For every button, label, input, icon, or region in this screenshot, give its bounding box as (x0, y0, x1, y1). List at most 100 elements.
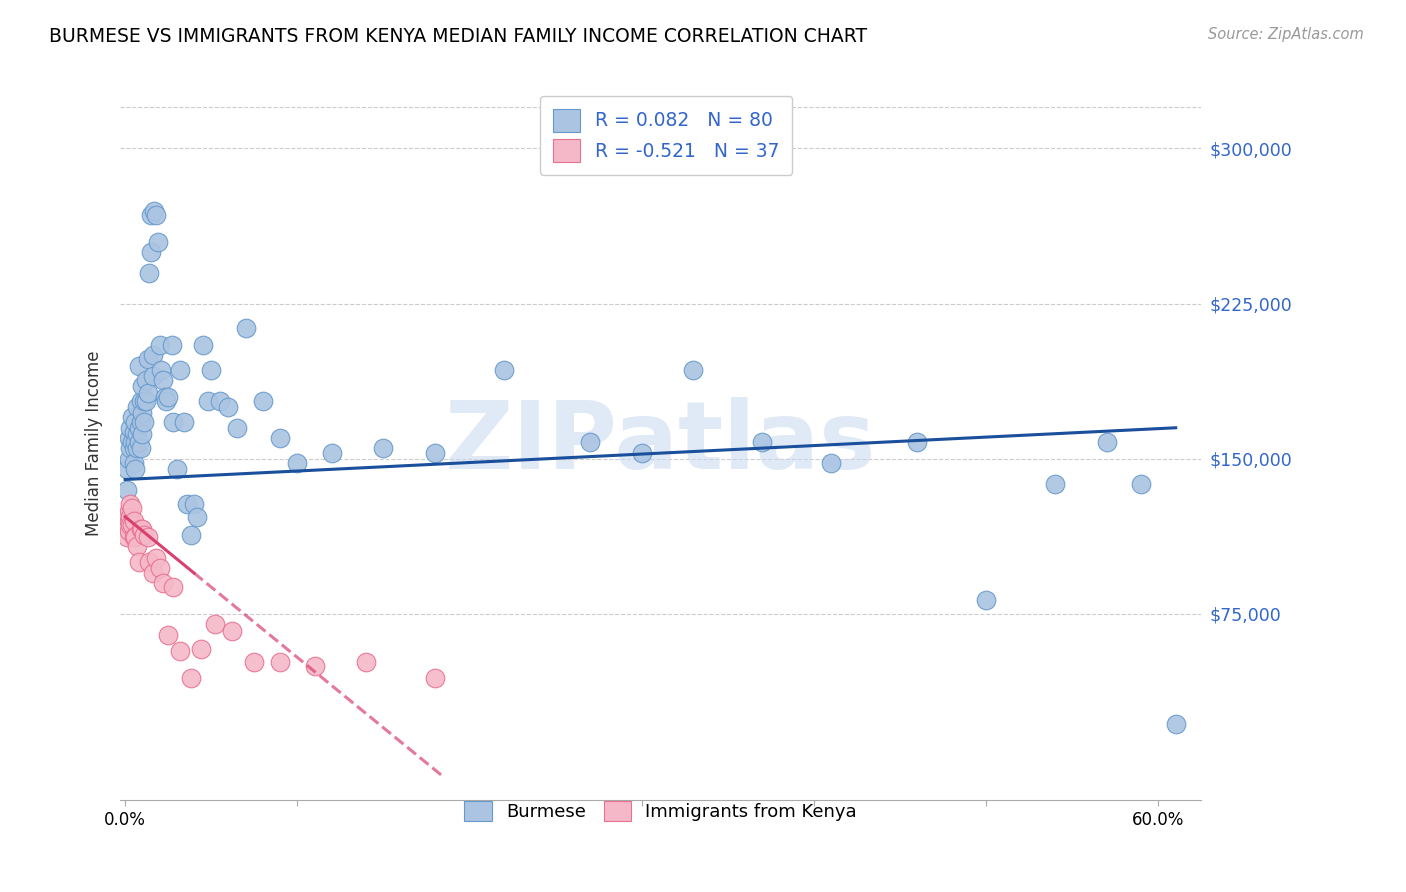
Point (127, 539, 149, 553)
Point (162, 415, 184, 429)
Point (117, 524, 139, 539)
Point (176, 497, 198, 511)
Point (252, 393, 274, 408)
Point (142, 369, 165, 384)
Point (117, 451, 139, 466)
Point (124, 531, 146, 545)
Point (139, 244, 162, 259)
Point (132, 415, 155, 429)
Point (115, 462, 138, 476)
Point (143, 203, 166, 218)
Point (221, 624, 243, 638)
Point (160, 338, 183, 352)
Point (142, 348, 165, 362)
Point (136, 531, 159, 545)
Point (128, 555, 150, 569)
Point (1164, 716, 1187, 731)
Point (120, 518, 142, 533)
Point (132, 528, 155, 542)
Text: BURMESE VS IMMIGRANTS FROM KENYA MEDIAN FAMILY INCOME CORRELATION CHART: BURMESE VS IMMIGRANTS FROM KENYA MEDIAN … (49, 27, 868, 45)
Point (127, 400, 149, 414)
Point (117, 503, 139, 517)
Point (200, 363, 222, 377)
Point (115, 509, 138, 524)
Point (208, 393, 231, 408)
Point (120, 509, 142, 524)
Point (129, 442, 152, 456)
Point (423, 671, 446, 685)
Point (136, 352, 159, 367)
Point (120, 442, 142, 456)
Point (166, 462, 188, 476)
Point (122, 442, 145, 456)
Point (115, 518, 138, 533)
Point (142, 566, 165, 580)
Point (191, 338, 214, 352)
Point (117, 514, 139, 528)
Point (135, 393, 157, 408)
Point (186, 509, 208, 524)
Point (131, 406, 153, 420)
Point (169, 644, 191, 658)
Point (150, 363, 173, 377)
Point (373, 442, 395, 456)
Point (128, 421, 150, 435)
Point (127, 442, 149, 456)
Point (321, 445, 343, 459)
Point (124, 435, 146, 450)
Point (162, 580, 184, 594)
Point (117, 431, 139, 445)
Point (423, 445, 446, 459)
Point (190, 642, 212, 657)
Point (145, 551, 167, 566)
Point (122, 514, 145, 528)
Point (129, 393, 152, 408)
Point (131, 522, 153, 536)
Point (157, 628, 180, 642)
Text: Source: ZipAtlas.com: Source: ZipAtlas.com (1208, 27, 1364, 42)
Point (751, 435, 773, 450)
Point (131, 427, 153, 442)
Point (905, 435, 928, 450)
Point (304, 658, 326, 673)
Point (148, 561, 170, 575)
Text: ZIPatlas: ZIPatlas (446, 397, 876, 490)
Point (180, 528, 202, 542)
Point (124, 462, 146, 476)
Point (121, 518, 143, 533)
Point (285, 456, 308, 470)
Point (135, 373, 157, 387)
Point (235, 321, 257, 335)
Point (122, 531, 145, 545)
Point (120, 497, 142, 511)
Point (138, 555, 160, 569)
Point (173, 415, 195, 429)
Point (152, 576, 174, 591)
Point (146, 235, 169, 249)
Point (579, 435, 602, 450)
Point (131, 379, 153, 393)
Point (354, 655, 377, 669)
Point (226, 421, 249, 435)
Point (243, 655, 266, 669)
Point (630, 445, 652, 459)
Legend: Burmese, Immigrants from Kenya: Burmese, Immigrants from Kenya (451, 788, 870, 834)
Point (128, 435, 150, 450)
Point (1043, 476, 1066, 491)
Point (820, 456, 842, 470)
Point (155, 393, 177, 408)
Point (157, 390, 180, 404)
Point (180, 671, 202, 685)
Point (121, 501, 143, 516)
Point (145, 208, 167, 222)
Point (121, 410, 143, 425)
Point (115, 483, 138, 497)
Point (129, 415, 152, 429)
Point (204, 617, 226, 632)
Point (152, 373, 174, 387)
Point (138, 266, 160, 280)
Point (148, 338, 170, 352)
Point (129, 522, 152, 536)
Point (183, 497, 205, 511)
Point (127, 427, 149, 442)
